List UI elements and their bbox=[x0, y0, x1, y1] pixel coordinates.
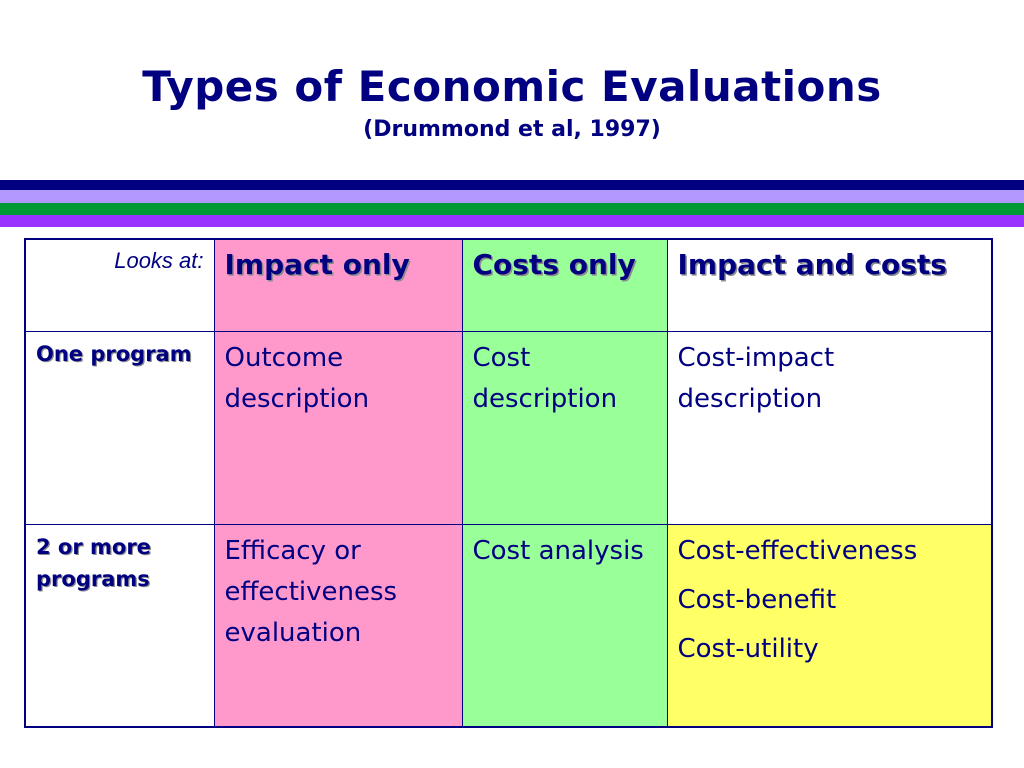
header-impact-only: Impact only bbox=[213, 238, 463, 332]
decorative-stripes bbox=[0, 180, 1024, 227]
cell-cost-analysis: Cost analysis bbox=[461, 523, 668, 728]
table-row-one-program: One program Outcome description Cost des… bbox=[24, 330, 993, 525]
header-costs-only: Costs only bbox=[461, 238, 668, 332]
header-impact-and-costs-text: Impact and costs bbox=[677, 248, 947, 281]
cell-outcome-description-text: Outcome description bbox=[224, 342, 370, 414]
header-impact-and-costs: Impact and costs bbox=[666, 238, 993, 332]
stripe-lavender bbox=[0, 190, 1024, 203]
slide-title: Types of Economic Evaluations bbox=[142, 62, 882, 111]
stripe-green bbox=[0, 203, 1024, 215]
cost-utility-item: Cost-utility bbox=[677, 633, 819, 664]
header-impact-only-text: Impact only bbox=[224, 248, 410, 281]
header-row: Looks at: Impact only Costs only Impact … bbox=[24, 238, 993, 332]
row-label-two-or-more-text: 2 or more programs bbox=[36, 534, 151, 591]
stripe-violet bbox=[0, 215, 1024, 227]
looks-at-label: Looks at: bbox=[114, 248, 204, 273]
cell-efficacy-evaluation: Efficacy or effectiveness evaluation bbox=[213, 523, 463, 728]
cell-outcome-description: Outcome description bbox=[213, 330, 463, 525]
row-label-one-program: One program bbox=[24, 330, 215, 525]
slide-subtitle: (Drummond et al, 1997) bbox=[363, 117, 661, 142]
table-row-two-or-more: 2 or more programs Efficacy or effective… bbox=[24, 523, 993, 728]
cell-full-economic-evaluations: Cost-effectiveness Cost-benefit Cost-uti… bbox=[666, 523, 993, 728]
corner-label-cell: Looks at: bbox=[24, 238, 215, 332]
header-costs-only-text: Costs only bbox=[472, 248, 636, 281]
cell-cost-impact-description-text: Cost-impact description bbox=[677, 342, 835, 414]
cell-cost-description-text: Cost description bbox=[472, 342, 618, 414]
evaluation-types-table: Looks at: Impact only Costs only Impact … bbox=[24, 238, 993, 728]
cost-benefit-item: Cost-benefit bbox=[677, 584, 837, 615]
cost-effectiveness-item: Cost-effectiveness bbox=[677, 535, 918, 566]
cell-cost-analysis-text: Cost analysis bbox=[472, 535, 644, 566]
stripe-navy bbox=[0, 180, 1024, 190]
cell-efficacy-evaluation-text: Efficacy or effectiveness evaluation bbox=[224, 535, 398, 648]
row-label-one-program-text: One program bbox=[36, 341, 192, 366]
cell-cost-description: Cost description bbox=[461, 330, 668, 525]
row-label-two-or-more: 2 or more programs bbox=[24, 523, 215, 728]
cell-cost-impact-description: Cost-impact description bbox=[666, 330, 993, 525]
